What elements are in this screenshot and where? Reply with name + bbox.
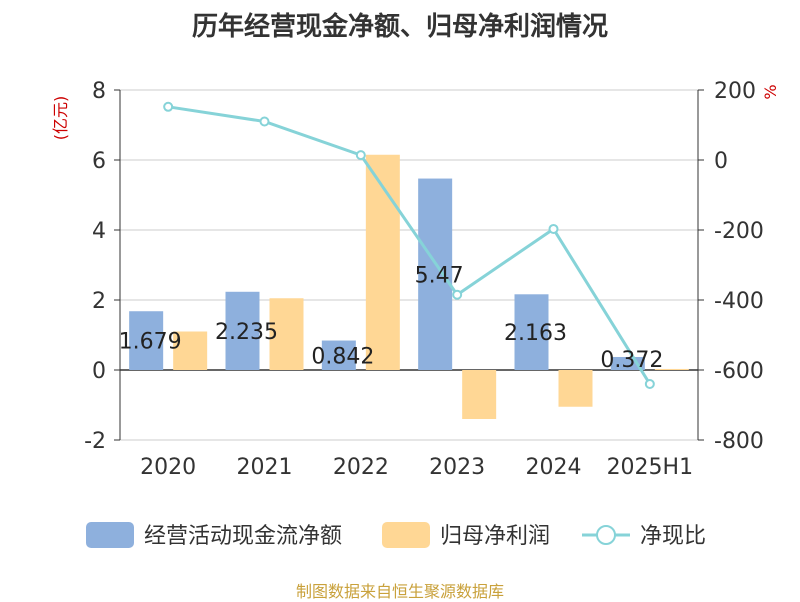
bar-net-profit — [365, 154, 400, 370]
bar-net-profit — [462, 370, 497, 419]
bar-cash-flow — [418, 178, 453, 370]
ratio-point — [548, 223, 559, 234]
y-left-tick-label: 4 — [92, 219, 106, 244]
ratio-line-path — [167, 105, 652, 385]
data-label: 0.372 — [600, 348, 663, 373]
y-left-tick-label: -2 — [84, 429, 106, 454]
x-tick-label: 2025H1 — [607, 455, 694, 480]
data-label: 1.679 — [119, 330, 182, 355]
y-right-tick-label: -600 — [714, 359, 764, 384]
legend-swatch-net-profit[interactable] — [382, 522, 430, 548]
bars — [129, 154, 689, 419]
source-note: 制图数据来自恒生聚源数据库 — [295, 582, 504, 601]
legend-label-net-profit[interactable]: 归母净利润 — [440, 524, 550, 549]
ratio-point — [355, 150, 366, 161]
y-right-tick-label: 0 — [714, 149, 728, 174]
data-label: 2.163 — [504, 321, 567, 346]
ratio-point — [644, 379, 655, 389]
x-tick-label: 2020 — [140, 455, 196, 480]
y-left-tick-label: 6 — [92, 149, 106, 174]
ratio-point — [452, 289, 463, 300]
y-right-tick-label: -800 — [714, 429, 764, 454]
x-tick-label: 2022 — [333, 455, 389, 480]
bar-cash-flow — [321, 340, 356, 370]
y-right-tick-label: -400 — [714, 289, 764, 314]
legend-label-ratio[interactable]: 净现比 — [640, 524, 706, 549]
data-label: 5.47 — [415, 263, 464, 288]
y-left-tick-label: 2 — [92, 289, 106, 314]
x-tick-label: 2023 — [429, 455, 485, 480]
ratio-point — [163, 101, 174, 112]
x-tick-label: 2021 — [237, 455, 293, 480]
y-right-unit-label: % — [761, 84, 780, 99]
ratio-line — [163, 101, 655, 389]
x-tick-label: 2024 — [526, 455, 582, 480]
grid-lines — [120, 89, 698, 441]
bar-cash-flow — [514, 294, 549, 370]
y-left-unit-label: (亿元) — [51, 96, 70, 141]
bar-net-profit — [654, 368, 689, 370]
bar-net-profit — [558, 370, 593, 407]
y-left-tick-label: 0 — [92, 359, 106, 384]
chart-title: 历年经营现金净额、归母净利润情况 — [191, 12, 608, 42]
data-label: 0.842 — [311, 344, 374, 369]
bar-cash-flow — [129, 311, 164, 370]
legend-swatch-cash-flow[interactable] — [86, 522, 134, 548]
bar-net-profit — [269, 298, 304, 370]
ratio-point — [259, 116, 270, 127]
bar-net-profit — [173, 331, 208, 370]
legend[interactable]: 经营活动现金流净额 归母净利润 净现比 — [86, 522, 706, 549]
bar-cash-flow — [225, 291, 260, 370]
y-left-tick-label: 8 — [92, 79, 106, 104]
data-labels: 1.679 2.235 0.842 5.47 2.163 0.372 — [119, 263, 664, 373]
legend-label-cash-flow[interactable]: 经营活动现金流净额 — [144, 524, 342, 549]
data-label: 2.235 — [215, 320, 278, 345]
y-right-tick-label: 200 — [714, 79, 756, 104]
legend-marker-ratio[interactable] — [596, 525, 616, 545]
y-right-tick-label: -200 — [714, 219, 764, 244]
axes: -2 0 2 4 6 8 -800 -600 -400 -200 0 200 (亿元)% 2020 2021… — [51, 79, 780, 480]
